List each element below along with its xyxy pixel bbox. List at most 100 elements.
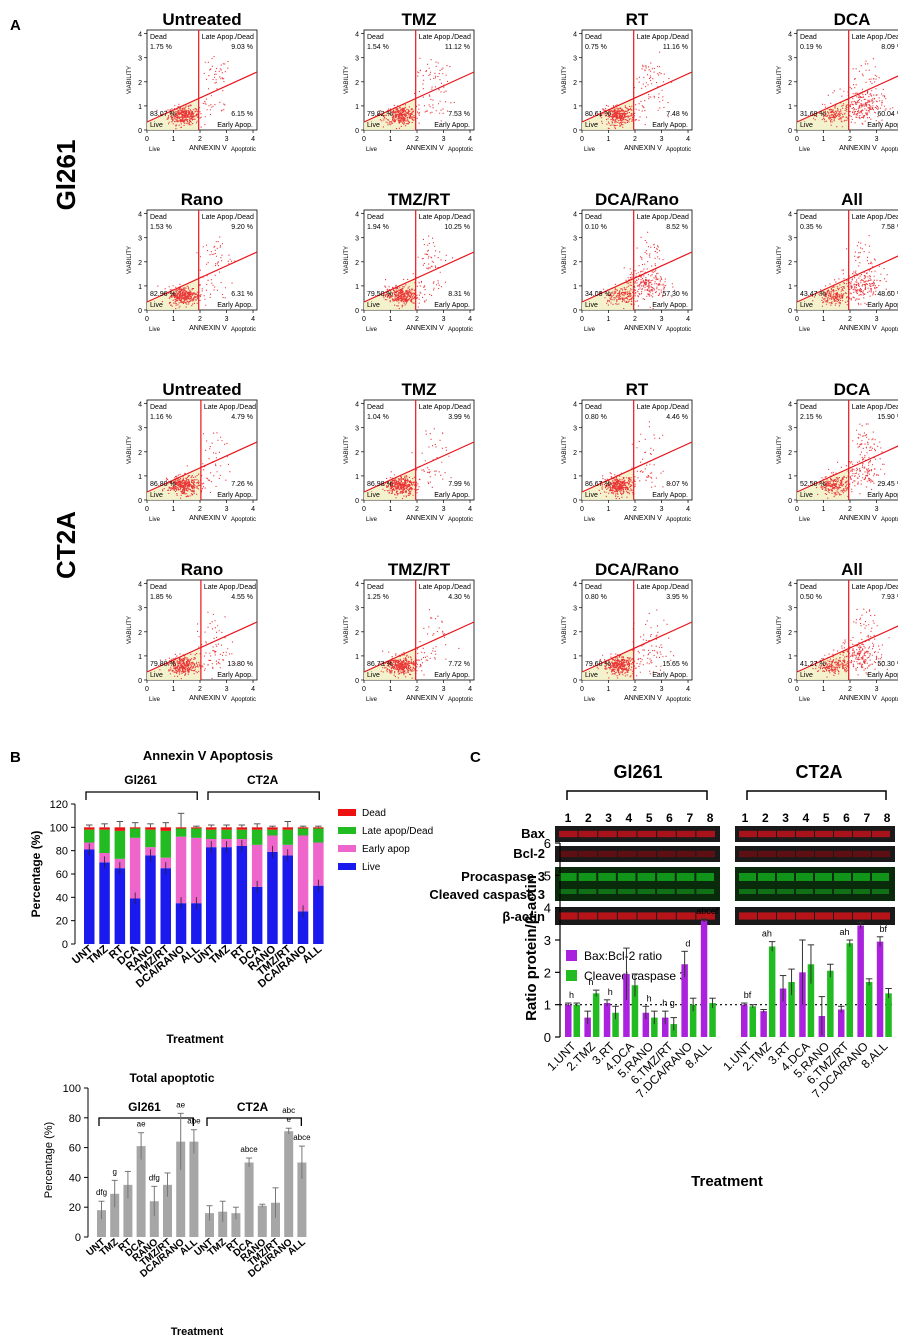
blot-band [815,912,833,920]
blot-band [617,873,636,881]
stacked-bar-segment [175,836,187,904]
facs-x-live-label: Live [799,517,811,523]
legend-swatch [338,827,356,834]
y-tick-label: 4 [544,901,551,916]
blot-band [696,850,715,858]
facs-y-axis-label: VIABILITY [777,616,783,644]
group-label-ct2a: CT2A [795,762,842,782]
bar [681,964,688,1037]
quadrant-dead-value: 0.35 % [800,224,822,231]
blot-band [815,873,832,881]
quadrant-dead-label: Dead [800,34,817,41]
lane-number: 3 [782,811,789,825]
x-tick-label: 3 [660,136,664,143]
facs-y-axis-label: VIABILITY [344,66,350,94]
quadrant-diagonal-gate [363,621,475,673]
x-tick-label: 2 [848,686,852,693]
stacked-bar-segment [129,898,141,944]
blot-strip [555,867,720,901]
facs-x-live-label: Live [584,327,596,333]
y-tick-label: 0 [788,128,792,135]
y-tick-label: 0 [573,128,577,135]
y-tick-label: 0 [788,498,792,505]
quadrant-late-label: Late Apop./Dead [852,34,898,41]
quadrant-live-value: 43.47 % [800,291,826,298]
quadrant-live-label: Live [800,672,813,679]
y-tick-label: 100 [50,822,68,834]
x-tick-label: 0 [795,316,799,323]
blot-band [578,830,598,838]
blot-band [853,912,871,920]
y-tick-label: 1 [788,104,792,111]
quadrant-live-value: 79.82 % [367,111,393,118]
x-tick-label: 0 [580,686,584,693]
bar [838,1009,845,1037]
stacked-bar-segment [191,828,202,838]
bar [612,1012,619,1037]
blot-band [758,850,776,858]
x-tick-label: 2 [848,316,852,323]
y-tick-label: 40 [56,892,68,904]
panel-label-b: B [10,749,21,766]
quadrant-early-value: 57.30 % [662,291,688,298]
lane-number: 7 [686,811,693,825]
stacked-bar-segment [145,855,156,944]
quadrant-live-value: 86.98 % [367,481,393,488]
x-axis-label: Treatment [166,1032,223,1046]
group-bracket [98,1117,195,1126]
quadrant-late-value: 15.90 % [877,414,898,421]
quadrant-early-label: Early Apop. [217,672,253,679]
y-tick-label: 40 [69,1172,81,1184]
y-tick-label: 2 [138,450,142,457]
quadrant-late-label: Late Apop./Dead [419,214,471,221]
quadrant-late-label: Late Apop./Dead [202,34,254,41]
stacked-bar-segment [191,827,202,829]
bar [768,946,776,1037]
x-tick-label: 1 [607,686,611,693]
total-apoptotic-chart: Total apoptotic 0 20 40 60 80 100 Percentage (%… [43,1071,311,1338]
x-tick-label: 1 [822,506,826,513]
y-tick-label: 2 [573,260,577,267]
quadrant-early-label: Early Apop. [434,122,470,129]
x-tick-label: 1 [389,316,393,323]
x-tick-label: 0 [362,316,366,323]
y-tick-label: 1 [573,474,577,481]
facs-plot-title: RT [626,380,649,399]
quadrant-live-value: 83.07 % [150,111,176,118]
lane-number: 6 [843,811,850,825]
blot-band [758,830,776,838]
facs-y-axis-label: VIABILITY [777,66,783,94]
stacked-bar-segment [297,827,309,829]
blot-band [657,889,675,894]
y-tick-label: 3 [573,236,577,243]
panel-label-c: C [470,749,481,766]
significance-letter: abe [187,1117,201,1126]
bar [741,1004,748,1037]
y-tick-label: 4 [138,212,142,219]
stacked-bar-segment [99,827,110,830]
y-tick-label: 80 [56,846,68,858]
blot-band [696,889,714,894]
quadrant-early-label: Early Apop. [867,302,898,309]
quadrant-dead-value: 1.85 % [150,594,172,601]
legend-swatch [566,970,577,981]
y-tick-label: 3 [788,426,792,433]
x-tick-label: 3 [875,316,879,323]
quadrant-early-label: Early Apop. [652,122,688,129]
significance-letter: abce [240,1145,258,1154]
significance-letter: d [685,938,690,948]
stacked-bar-segment [267,835,278,852]
y-tick-label: 0 [788,308,792,315]
facs-x-axis-label: ANNEXIN V [839,515,877,522]
blot-band [777,912,795,920]
facs-x-axis-label: ANNEXIN V [189,515,227,522]
y-tick-label: 3 [355,236,359,243]
y-tick-label: 3 [138,426,142,433]
blot-band [777,830,795,838]
quadrant-dead-value: 1.54 % [367,44,389,51]
significance-letter: ah [839,927,849,937]
x-tick-label: 3 [225,136,229,143]
blot-band [598,873,616,881]
blot-band [834,912,852,920]
